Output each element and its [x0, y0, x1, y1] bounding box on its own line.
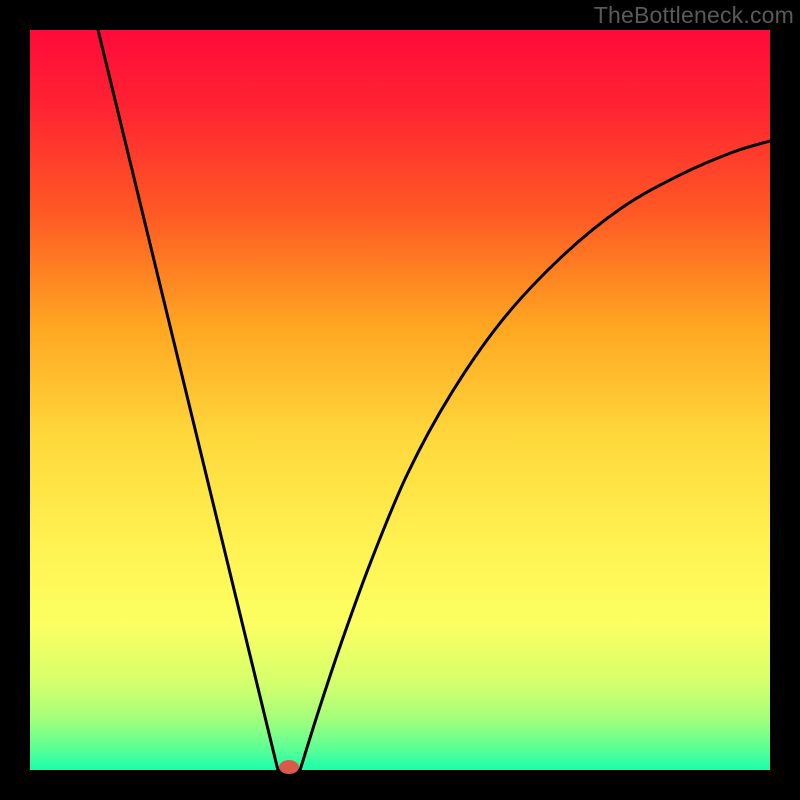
bottleneck-chart — [0, 0, 800, 800]
gradient-bg — [30, 30, 770, 770]
watermark-text: TheBottleneck.com — [594, 2, 794, 29]
chart-container: TheBottleneck.com — [0, 0, 800, 800]
valley-marker — [279, 760, 299, 774]
